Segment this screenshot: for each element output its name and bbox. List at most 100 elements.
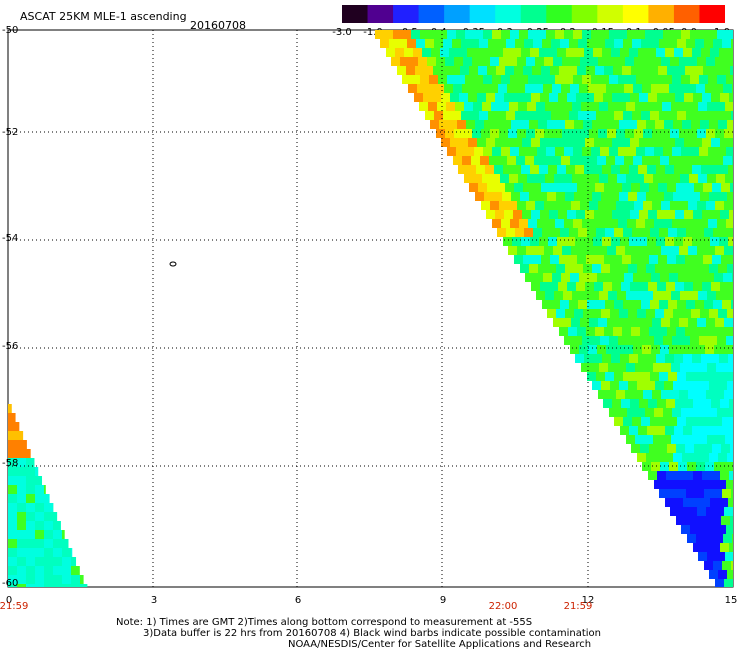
swath-cell [591,147,600,156]
swath-cell [622,327,631,336]
swath-cell [454,57,463,66]
color-scale-swatch [520,5,547,23]
swath-cell [695,39,704,48]
swath-cell [537,30,546,39]
swath-cell [717,147,726,156]
swath-cell [485,165,494,174]
swath-cell [616,129,625,138]
swath-cell [544,57,553,66]
swath-cell [711,543,720,552]
swath-cell [685,516,694,525]
swath-cell [513,210,522,219]
swath-cell [638,426,647,435]
swath-cell [673,453,682,462]
swath-cell [642,462,651,471]
swath-cell [643,390,652,399]
swath-cell [525,84,534,93]
swath-cell [668,300,677,309]
swath-cell [608,363,617,372]
swath-cell [718,192,727,201]
swath-cell [8,431,17,440]
swath-cell [544,129,553,138]
swath-cell [702,93,711,102]
swath-cell [522,93,531,102]
swath-cell [727,570,733,579]
swath-cell [715,390,724,399]
swath-cell [627,30,636,39]
swath-cell [645,336,654,345]
swath-cell [704,489,713,498]
swath-cell [576,93,585,102]
swath-cell [683,354,692,363]
swath-cell [589,246,598,255]
swath-cell [713,39,722,48]
swath-cell [684,210,693,219]
swath-cell [623,300,632,309]
swath-cell [668,372,677,381]
swath-cell [572,102,581,111]
swath-cell [685,255,694,264]
swath-cell [588,273,597,282]
swath-cell [518,102,527,111]
swath-cell [598,246,607,255]
swath-cell [652,318,661,327]
swath-cell [660,156,669,165]
swath-cell [413,48,422,57]
swath-cell [580,57,589,66]
swath-cell [550,66,559,75]
swath-cell [560,111,569,120]
swath-cell [8,422,17,431]
swath-cell [699,408,708,417]
swath-cell [729,399,733,408]
swath-cell [606,84,615,93]
swath-cell [636,336,645,345]
swath-cell [711,471,720,480]
swath-cell [678,156,687,165]
swath-cell [621,138,630,147]
swath-cell [658,327,667,336]
swath-cell [652,129,661,138]
color-scale-swatch [648,5,675,23]
swath-cell [590,291,599,300]
swath-cell [679,507,688,516]
swath-cell [411,30,420,39]
swath-cell [501,30,510,39]
swath-cell [663,336,672,345]
swath-cell [628,192,637,201]
swath-cell [491,102,500,111]
swath-cell [602,165,611,174]
swath-cell [678,273,687,282]
swath-cell [705,156,714,165]
swath-cell [705,345,714,354]
swath-cell [676,444,685,453]
swath-cell [462,156,471,165]
swath-cell [35,512,44,521]
swath-cell [626,174,635,183]
swath-cell [709,309,718,318]
swath-cell [627,336,636,345]
swath-cell [550,183,559,192]
swath-cell [643,129,652,138]
swath-cell [655,453,664,462]
swath-cell [719,426,728,435]
swath-cell [515,39,524,48]
swath-cell [727,309,733,318]
color-scale-swatch [622,5,649,23]
swath-cell [501,147,510,156]
color-scale-swatch [495,5,522,23]
swath-cell [561,156,570,165]
swath-cell [521,165,530,174]
note-line-1: Note: 1) Times are GMT 2)Times along bot… [116,617,533,628]
swath-cell [611,48,620,57]
swath-cell [35,476,43,485]
swath-cell [478,183,487,192]
swath-cell [715,201,724,210]
swath-cell [577,183,586,192]
swath-cell [713,489,722,498]
swath-cell [497,228,506,237]
swath-cell [727,120,733,129]
swath-cell [708,336,717,345]
swath-cell [471,156,480,165]
swath-cell [731,372,733,381]
swath-cell [644,102,653,111]
